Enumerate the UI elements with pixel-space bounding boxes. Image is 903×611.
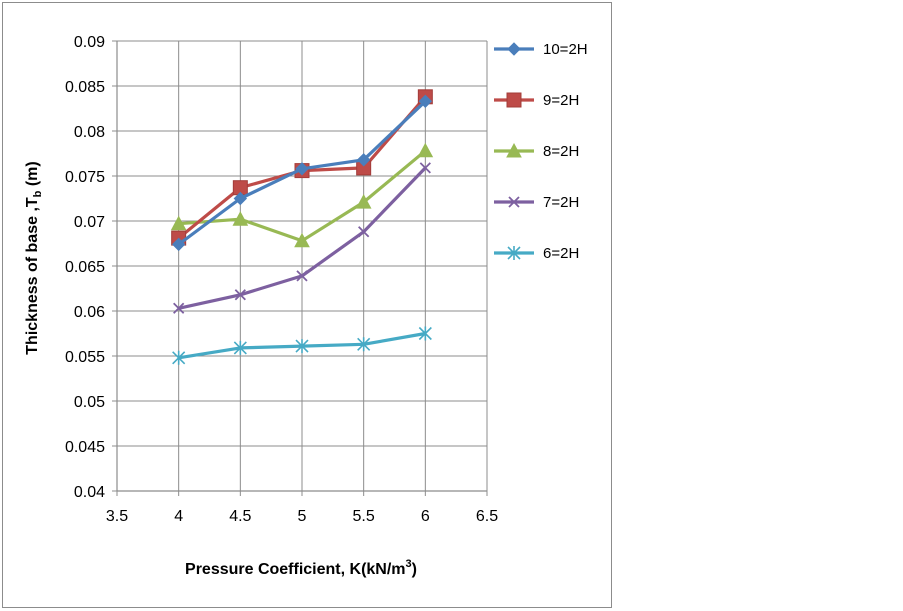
y-tick-label: 0.08: [74, 124, 105, 141]
legend-label: 6=2H: [543, 245, 579, 262]
y-axis-title-end: (m): [24, 161, 41, 190]
legend-item: 6=2H: [494, 245, 579, 262]
series-8=2H: [170, 142, 434, 248]
legend-item: 7=2H: [494, 194, 579, 211]
legend-marker: [506, 92, 522, 108]
series-7=2H: [173, 162, 431, 314]
series-layer: [170, 89, 434, 365]
data-point: [294, 232, 310, 248]
data-point: [418, 94, 433, 109]
legend-marker: [506, 142, 522, 158]
data-point: [419, 162, 431, 174]
legend-marker: [508, 196, 520, 208]
y-tick-label: 0.09: [74, 34, 105, 51]
data-point: [418, 326, 432, 341]
legend-label: 8=2H: [543, 143, 579, 160]
y-tick-label: 0.045: [65, 439, 105, 456]
x-tick-label: 6.5: [476, 508, 498, 525]
series-10=2H: [171, 94, 433, 252]
legend-marker: [507, 42, 521, 56]
x-tick-label: 5: [298, 508, 307, 525]
legend-label: 10=2H: [543, 41, 588, 58]
data-point: [232, 211, 249, 226]
x-tick-label: 4.5: [229, 508, 251, 525]
data-point: [355, 194, 372, 209]
legend-item: 8=2H: [494, 142, 579, 160]
x-axis-title-superscript: 3: [406, 558, 412, 570]
x-axis-title-end: ): [412, 561, 417, 578]
legend-label: 9=2H: [543, 92, 579, 109]
legend-label: 7=2H: [543, 194, 579, 211]
data-point: [358, 226, 370, 238]
axis-layer: 0.04 0.045 0.05 0.055 0.06 0.065 0.07 0.075 0.08…: [65, 34, 498, 525]
data-point: [296, 270, 308, 282]
x-tick-label: 3.5: [106, 508, 128, 525]
data-point: [233, 340, 247, 355]
y-tick-label: 0.085: [65, 79, 105, 96]
x-tick-label: 5.5: [353, 508, 375, 525]
y-tick-label: 0.075: [65, 169, 105, 186]
x-tick-label: 4: [174, 508, 183, 525]
y-tick-label: 0.055: [65, 349, 105, 366]
grid-layer: [116, 40, 488, 492]
y-tick-label: 0.07: [74, 214, 105, 231]
data-point: [233, 191, 248, 206]
series-6=2H: [172, 326, 432, 365]
legend-item: 9=2H: [494, 92, 579, 109]
y-tick-label: 0.04: [74, 484, 105, 501]
x-tick-label: 6: [421, 508, 430, 525]
y-tick-label: 0.06: [74, 304, 105, 321]
data-point: [234, 289, 246, 301]
data-point: [172, 350, 186, 365]
y-tick-label: 0.065: [65, 259, 105, 276]
y-axis-title-subscript: b: [32, 190, 44, 197]
chart: 0.04 0.045 0.05 0.055 0.06 0.065 0.07 0.075 0.08…: [24, 34, 588, 578]
legend-marker: [507, 246, 521, 260]
data-point: [357, 337, 371, 352]
data-point: [173, 302, 185, 314]
legend-item: 10=2H: [494, 41, 588, 58]
data-point: [171, 237, 186, 252]
y-axis-title: Thickness of base ,Tb (m): [24, 161, 44, 354]
data-point: [295, 162, 309, 176]
data-point: [356, 153, 371, 167]
chart-frame: 0.04 0.045 0.05 0.055 0.06 0.065 0.07 0.075 0.08…: [2, 2, 612, 608]
data-point: [417, 142, 434, 158]
data-point: [295, 339, 309, 354]
y-tick-label: 0.05: [74, 394, 105, 411]
data-point: [170, 215, 187, 231]
legend: 10=2H 9=2H 8=2H 7=2H 6=2H: [494, 41, 588, 262]
x-axis-title: Pressure Coefficient, K(kN/m3): [185, 558, 417, 578]
